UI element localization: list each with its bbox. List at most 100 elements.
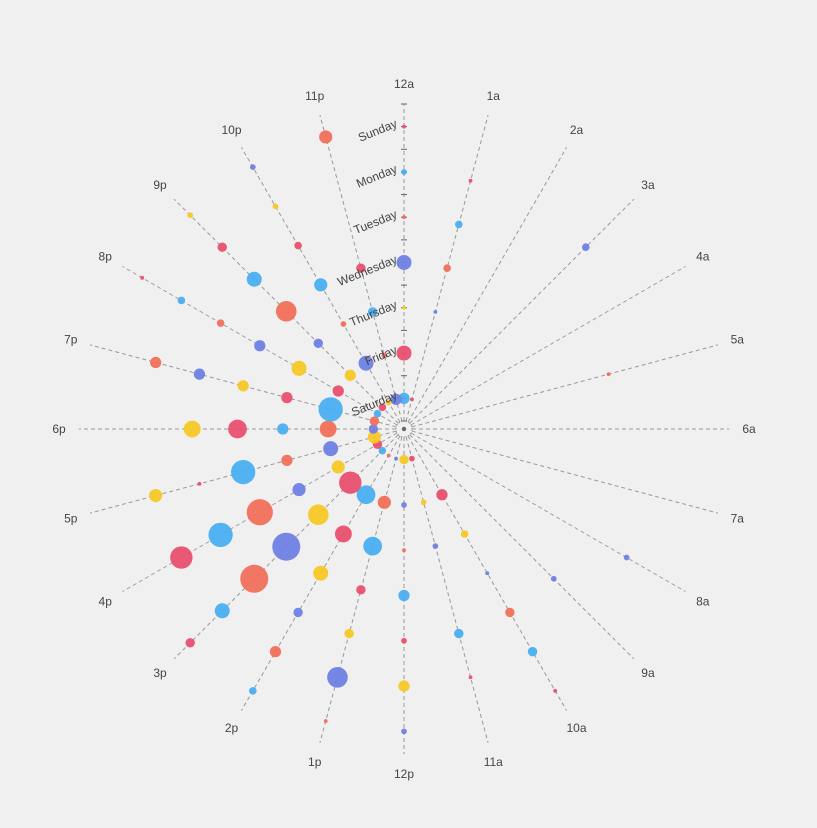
bubble-thursday-9p[interactable] xyxy=(313,338,324,349)
bubble-sunday-12a[interactable] xyxy=(402,124,406,129)
bubble-tuesday-1a[interactable] xyxy=(455,220,463,229)
bubble-tuesday-4p[interactable] xyxy=(208,522,233,548)
bubble-thursday-11a[interactable] xyxy=(432,543,439,549)
bubble-wednesday-11p[interactable] xyxy=(356,263,366,273)
bubble-tuesday-5a[interactable] xyxy=(606,372,611,377)
bubble-tuesday-6p[interactable] xyxy=(183,420,201,438)
bubble-monday-3a[interactable] xyxy=(581,243,590,252)
bubble-friday-3p[interactable] xyxy=(339,471,362,494)
bubble-wednesday-2p[interactable] xyxy=(313,565,329,581)
bubble-thursday-1a[interactable] xyxy=(433,309,438,314)
bubble-monday-12p[interactable] xyxy=(398,680,410,692)
bubble-thursday-6p[interactable] xyxy=(277,423,289,435)
bubble-tuesday-2p[interactable] xyxy=(293,607,303,618)
bubble-sunday-10a[interactable] xyxy=(553,688,558,693)
bubble-tuesday-11a[interactable] xyxy=(454,628,464,639)
bubble-tuesday-1p[interactable] xyxy=(344,628,354,639)
bubble-friday-10p[interactable] xyxy=(358,355,374,371)
bubble-friday-11p[interactable] xyxy=(381,352,388,359)
bubble-friday-9p[interactable] xyxy=(344,369,356,381)
bubble-tuesday-9p[interactable] xyxy=(246,271,262,287)
bubble-sunday-10p[interactable] xyxy=(249,164,256,171)
bubble-monday-9p[interactable] xyxy=(217,242,227,252)
bubble-monday-2p[interactable] xyxy=(269,645,282,658)
bubble-tuesday-3p[interactable] xyxy=(240,564,269,593)
bubble-monday-1a[interactable] xyxy=(468,178,473,183)
bubble-saturday-1a[interactable] xyxy=(410,397,414,402)
bubble-tuesday-10p[interactable] xyxy=(294,241,302,250)
bubble-friday-8p[interactable] xyxy=(332,385,344,397)
bubble-saturday-3p[interactable] xyxy=(378,446,387,455)
bubble-friday-1p[interactable] xyxy=(377,495,391,509)
bubble-wednesday-1p[interactable] xyxy=(356,585,366,595)
bubble-thursday-12p[interactable] xyxy=(402,548,406,553)
bubble-friday-7p[interactable] xyxy=(318,397,343,422)
bubble-saturday-11a[interactable] xyxy=(409,455,415,462)
bubble-saturday-7p[interactable] xyxy=(369,416,380,426)
bubble-monday-10p[interactable] xyxy=(272,203,279,210)
bubble-thursday-8p[interactable] xyxy=(291,360,307,376)
bubble-monday-4p[interactable] xyxy=(170,546,193,569)
bubble-friday-10a[interactable] xyxy=(436,489,448,501)
bubble-wednesday-9p[interactable] xyxy=(275,300,297,322)
bubble-thursday-5p[interactable] xyxy=(281,454,293,467)
bubble-monday-1p[interactable] xyxy=(327,667,348,688)
bubble-sunday-11p[interactable] xyxy=(319,130,333,144)
bubble-wednesday-4p[interactable] xyxy=(246,499,273,526)
bubble-tuesday-7p[interactable] xyxy=(193,368,206,380)
bubble-saturday-2p[interactable] xyxy=(386,453,391,458)
bubble-friday-5p[interactable] xyxy=(323,441,339,457)
bubble-wednesday-12a[interactable] xyxy=(396,255,412,270)
bubble-thursday-10p[interactable] xyxy=(340,321,347,327)
bubble-saturday-6p[interactable] xyxy=(368,424,379,434)
bubble-sunday-2p[interactable] xyxy=(249,687,257,695)
bubble-thursday-11p[interactable] xyxy=(367,307,378,317)
bubble-friday-4p[interactable] xyxy=(331,460,345,474)
bubble-sunday-8p[interactable] xyxy=(140,275,145,280)
bubble-monday-12a[interactable] xyxy=(401,169,407,175)
bubble-saturday-12p[interactable] xyxy=(399,454,409,465)
bubble-tuesday-8p[interactable] xyxy=(216,319,225,327)
bubble-monday-11a[interactable] xyxy=(468,675,473,680)
bubble-friday-11a[interactable] xyxy=(420,499,427,506)
bubble-friday-12a[interactable] xyxy=(396,345,412,361)
bubble-friday-6p[interactable] xyxy=(319,420,337,438)
bubble-tuesday-9a[interactable] xyxy=(550,575,557,582)
bubble-tuesday-12p[interactable] xyxy=(401,637,407,644)
bubble-wednesday-3p[interactable] xyxy=(272,532,301,561)
bubble-wednesday-10a[interactable] xyxy=(485,571,490,576)
bubble-saturday-1p[interactable] xyxy=(394,456,398,461)
bubble-thursday-2p[interactable] xyxy=(334,525,352,543)
bubble-saturday-11p[interactable] xyxy=(390,393,402,406)
bubble-thursday-12a[interactable] xyxy=(402,305,406,310)
bubble-tuesday-5p[interactable] xyxy=(197,481,202,486)
bubble-sunday-12p[interactable] xyxy=(401,728,407,735)
bubble-thursday-4p[interactable] xyxy=(292,483,306,497)
bubble-thursday-7p[interactable] xyxy=(281,391,293,404)
bubble-wednesday-1a[interactable] xyxy=(443,264,451,272)
bubble-saturday-9p[interactable] xyxy=(378,403,387,412)
bubble-monday-8a[interactable] xyxy=(623,554,630,561)
bubble-thursday-1p[interactable] xyxy=(363,536,382,556)
bubble-sunday-1p[interactable] xyxy=(323,719,328,723)
bubble-friday-12p[interactable] xyxy=(401,502,407,508)
bubble-wednesday-7p[interactable] xyxy=(237,380,249,392)
bubble-wednesday-10p[interactable] xyxy=(314,278,328,292)
bubble-monday-5p[interactable] xyxy=(149,488,163,503)
bubble-wednesday-6p[interactable] xyxy=(228,419,247,439)
bubble-thursday-10a[interactable] xyxy=(460,530,469,538)
bubble-monday-10a[interactable] xyxy=(527,646,538,657)
bubble-saturday-8p[interactable] xyxy=(373,409,382,418)
bubble-monday-7p[interactable] xyxy=(150,356,162,369)
bubble-tuesday-12a[interactable] xyxy=(402,215,406,220)
bubble-saturday-10p[interactable] xyxy=(385,399,392,406)
bubble-wednesday-12p[interactable] xyxy=(398,589,410,602)
bubble-monday-8p[interactable] xyxy=(177,296,186,305)
bubble-friday-2p[interactable] xyxy=(356,485,376,505)
bubble-sunday-3p[interactable] xyxy=(185,638,195,648)
bubble-monday-3p[interactable] xyxy=(214,603,230,619)
bubble-thursday-3p[interactable] xyxy=(308,504,329,525)
bubble-wednesday-8p[interactable] xyxy=(254,340,266,352)
bubble-tuesday-10a[interactable] xyxy=(505,607,515,618)
bubble-wednesday-5p[interactable] xyxy=(231,459,256,485)
